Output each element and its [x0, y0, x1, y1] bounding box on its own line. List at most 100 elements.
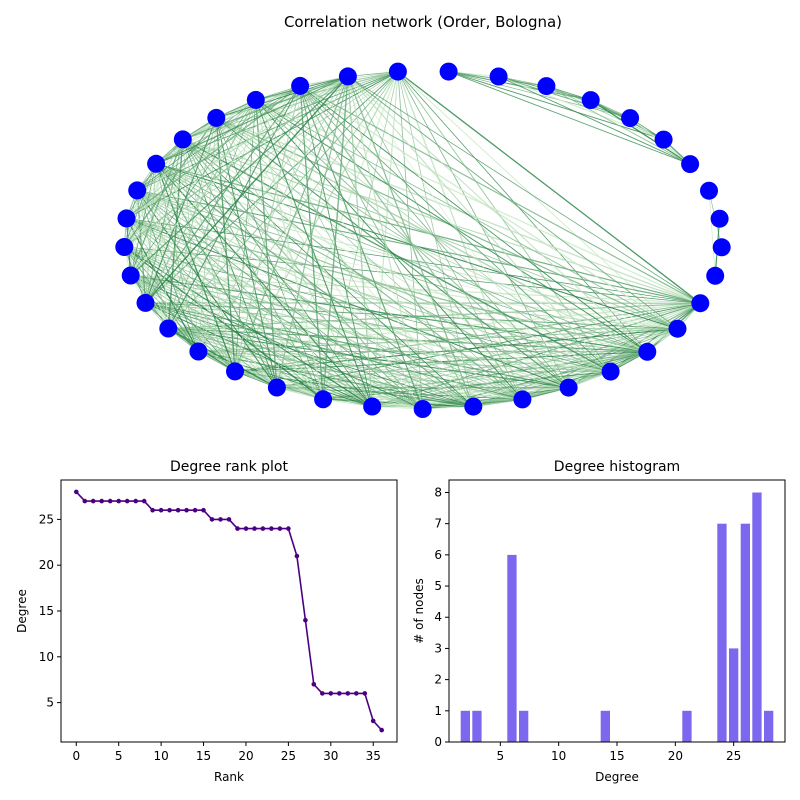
network-node — [147, 154, 166, 173]
network-node — [136, 293, 155, 312]
network-node — [710, 209, 729, 228]
network-edge — [137, 85, 301, 191]
rank-point — [150, 507, 155, 513]
rank-point — [167, 507, 172, 513]
rank-point — [379, 727, 385, 733]
rank-y-ticks: 5 10 15 20 25 — [39, 512, 61, 710]
histogram-bar — [507, 554, 517, 742]
network-edge — [216, 75, 349, 119]
rank-point — [235, 526, 240, 531]
network-edge — [708, 190, 716, 276]
rank-y-tick-label: 5 — [46, 696, 54, 710]
histogram-x-tick-label: 10 — [551, 749, 566, 763]
rank-point — [354, 691, 359, 696]
network-edge — [255, 99, 278, 388]
rank-point — [90, 498, 96, 504]
rank-point — [286, 526, 291, 531]
network-node — [464, 397, 483, 416]
network-edge — [299, 85, 648, 353]
network-edge — [546, 85, 691, 165]
rank-x-tick-label: 25 — [281, 749, 296, 763]
network-edge — [347, 76, 523, 400]
rank-point — [294, 553, 300, 559]
histogram-y-label: # of nodes — [412, 578, 426, 643]
network-edge — [299, 85, 424, 410]
network-node — [413, 400, 432, 418]
rank-plot-title: Degree rank plot — [170, 459, 289, 475]
network-edge — [347, 75, 648, 353]
rank-x-tick-label: 20 — [238, 749, 253, 763]
network-node — [654, 130, 673, 149]
network-edge — [347, 76, 474, 407]
network-edge — [299, 85, 701, 304]
histogram-bar — [764, 710, 774, 742]
rank-x-tick-label: 5 — [115, 749, 123, 763]
network-edge — [234, 85, 301, 372]
histogram-bar — [717, 523, 727, 742]
network-edge — [144, 117, 217, 304]
network-edge — [136, 189, 324, 400]
histogram-x-label: Degree — [595, 770, 639, 784]
network-edge — [448, 71, 691, 165]
network-node — [207, 108, 226, 127]
network-edge — [167, 85, 301, 329]
network-panel: Correlation network (Order, Bologna) — [115, 13, 731, 418]
histogram-area — [460, 492, 774, 742]
histogram-bar — [740, 523, 750, 742]
rank-point — [303, 617, 308, 623]
network-edge — [590, 99, 691, 165]
network-edge — [182, 139, 324, 400]
rank-point — [320, 691, 325, 696]
network-node — [226, 362, 244, 381]
histogram-bar — [600, 710, 610, 742]
network-edge — [130, 275, 474, 407]
network-edge — [234, 76, 349, 372]
network-node — [314, 390, 333, 409]
network-edge — [215, 117, 373, 407]
network-edge — [198, 85, 301, 352]
rank-point — [116, 498, 121, 504]
network-edge — [130, 117, 217, 276]
network-edge — [155, 163, 424, 410]
rank-x-tick-label: 30 — [323, 749, 338, 763]
rank-point — [345, 691, 351, 696]
rank-x-label: Rank — [214, 770, 244, 784]
histogram-y-tick-label: 5 — [434, 579, 442, 593]
network-edge — [126, 218, 236, 372]
network-node — [621, 109, 640, 128]
rank-point — [124, 498, 130, 504]
network-edge — [234, 99, 257, 372]
rank-point — [74, 489, 79, 495]
rank-point — [141, 498, 147, 504]
rank-point — [184, 507, 189, 513]
network-edge — [216, 117, 523, 400]
network-edge — [124, 246, 569, 389]
network-edge — [137, 190, 474, 407]
histogram-y-tick-label: 0 — [434, 735, 442, 749]
rank-point — [311, 682, 317, 687]
network-edge — [126, 85, 301, 219]
network-node — [691, 294, 710, 313]
network-node — [173, 130, 192, 149]
network-edge — [397, 71, 701, 304]
rank-point — [99, 498, 104, 504]
rank-y-tick-label: 25 — [39, 512, 54, 526]
rank-point — [158, 507, 164, 513]
rank-point — [133, 498, 138, 504]
network-edge — [182, 139, 373, 407]
network-edge — [276, 85, 301, 388]
network-edge — [167, 99, 257, 329]
network-edge — [123, 246, 278, 388]
network-edge — [216, 117, 701, 304]
rank-point — [107, 498, 113, 504]
network-node — [706, 266, 725, 285]
histogram-bar — [729, 648, 739, 742]
network-edge — [498, 76, 691, 165]
histogram-y-tick-label: 4 — [434, 610, 442, 624]
histogram-y-tick-label: 6 — [434, 548, 442, 562]
rank-point — [209, 517, 215, 522]
network-edge — [126, 217, 373, 407]
network-edge — [136, 190, 423, 410]
rank-point — [82, 498, 88, 504]
